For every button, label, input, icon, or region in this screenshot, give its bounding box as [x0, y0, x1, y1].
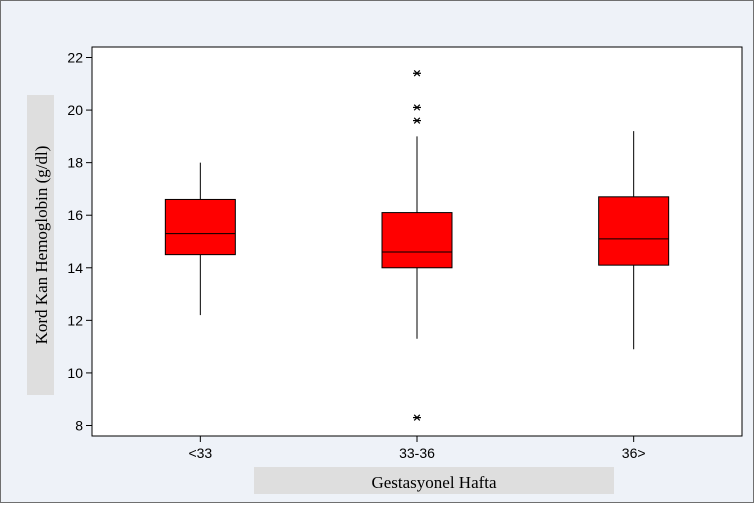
- box-body: [598, 196, 670, 266]
- y-tick-label: 12: [67, 312, 83, 328]
- y-tick-label: 18: [67, 155, 83, 171]
- boxes-group: [164, 70, 670, 421]
- x-tick-label: 36>: [622, 445, 646, 461]
- box-3: [598, 131, 670, 350]
- xlabel-background: [254, 467, 614, 494]
- y-tick-label: 22: [67, 50, 83, 66]
- x-axis-label: Gestasyonel Hafta: [371, 473, 497, 492]
- y-axis-label: Kord Kan Hemoglobin (g/dl): [32, 146, 51, 345]
- y-tick-label: 16: [67, 207, 83, 223]
- box-1: [164, 162, 236, 316]
- outlier-point: [413, 414, 421, 421]
- x-axis: <33 33-36 36>: [188, 436, 646, 461]
- outlier-point: [413, 117, 421, 124]
- y-tick-label: 10: [67, 365, 83, 381]
- box-body: [164, 198, 236, 256]
- box-2: [381, 70, 453, 421]
- y-tick-label: 8: [75, 417, 83, 433]
- y-tick-label: 14: [67, 260, 83, 276]
- ylabel-background: [27, 95, 54, 395]
- box-body: [381, 212, 453, 269]
- x-tick-label: 33-36: [399, 445, 435, 461]
- x-tick-label: <33: [188, 445, 212, 461]
- outlier-point: [413, 70, 421, 77]
- y-tick-label: 20: [67, 102, 83, 118]
- y-axis: 8 10 12 14 16 18 20 22: [67, 50, 92, 433]
- outlier-point: [413, 104, 421, 111]
